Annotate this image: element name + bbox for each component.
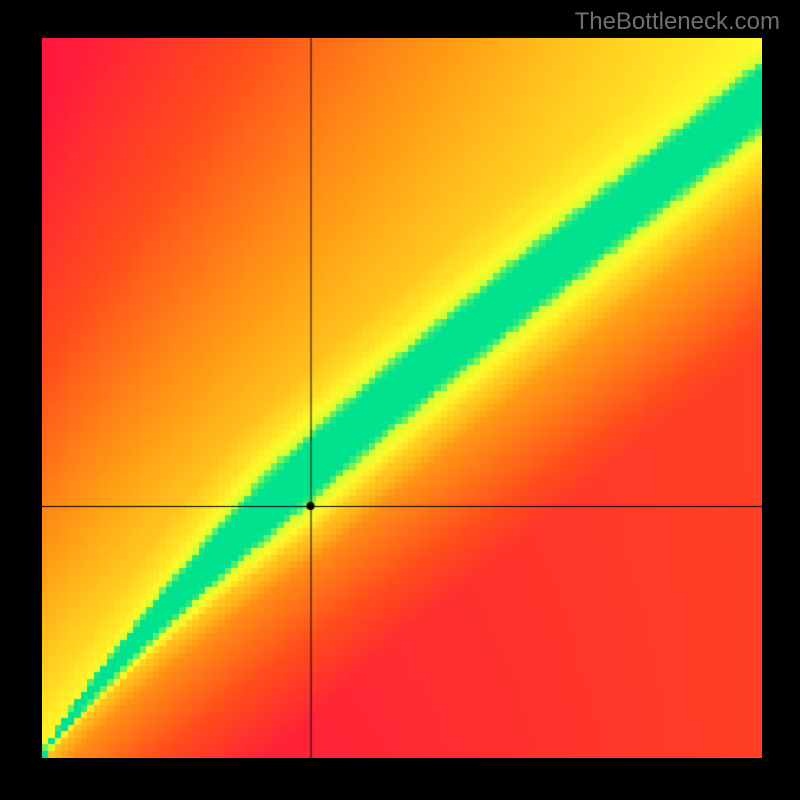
watermark-text: TheBottleneck.com <box>575 8 780 35</box>
heatmap-chart <box>42 38 762 758</box>
heatmap-canvas <box>42 38 762 758</box>
watermark: TheBottleneck.com <box>575 8 780 36</box>
